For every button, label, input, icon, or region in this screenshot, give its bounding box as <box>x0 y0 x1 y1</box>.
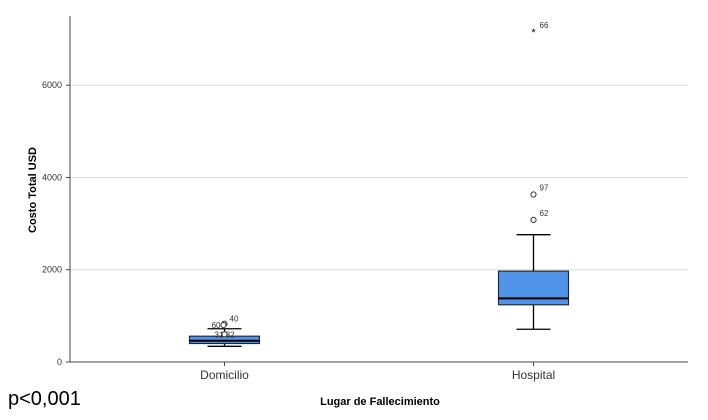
outlier-label: 31 32 <box>215 330 236 339</box>
outlier-marker <box>221 331 228 338</box>
y-tick-label: 4000 <box>42 172 62 182</box>
y-tick-label: 2000 <box>42 265 62 275</box>
outlier-label: 66 <box>540 21 549 30</box>
x-axis-label: Lugar de Fallecimiento <box>320 396 440 408</box>
outlier-label: 40 <box>230 315 239 324</box>
p-value-annotation: p<0,001 <box>8 388 81 410</box>
x-tick-label: Hospital <box>512 368 555 382</box>
iqr-box <box>497 270 570 306</box>
gridlines <box>70 84 688 271</box>
outlier-label: 62 <box>540 209 549 218</box>
outlier-marker <box>530 216 537 224</box>
box-hospital: 62 97 * 66 <box>497 21 570 330</box>
y-axis-label: Costo Total USD <box>27 147 39 233</box>
y-tick-label: 6000 <box>42 80 62 90</box>
outlier-label: 97 <box>540 184 549 193</box>
outlier-marker <box>220 321 227 329</box>
axes: 0 2000 4000 6000 Domicilio Hospital <box>42 16 688 382</box>
y-tick-label: 0 <box>57 357 62 367</box>
outlier-label: 60 <box>212 321 221 330</box>
x-tick-label: Domicilio <box>200 368 249 382</box>
outlier-marker <box>530 191 537 198</box>
extreme-outlier-marker: * <box>531 27 536 39</box>
